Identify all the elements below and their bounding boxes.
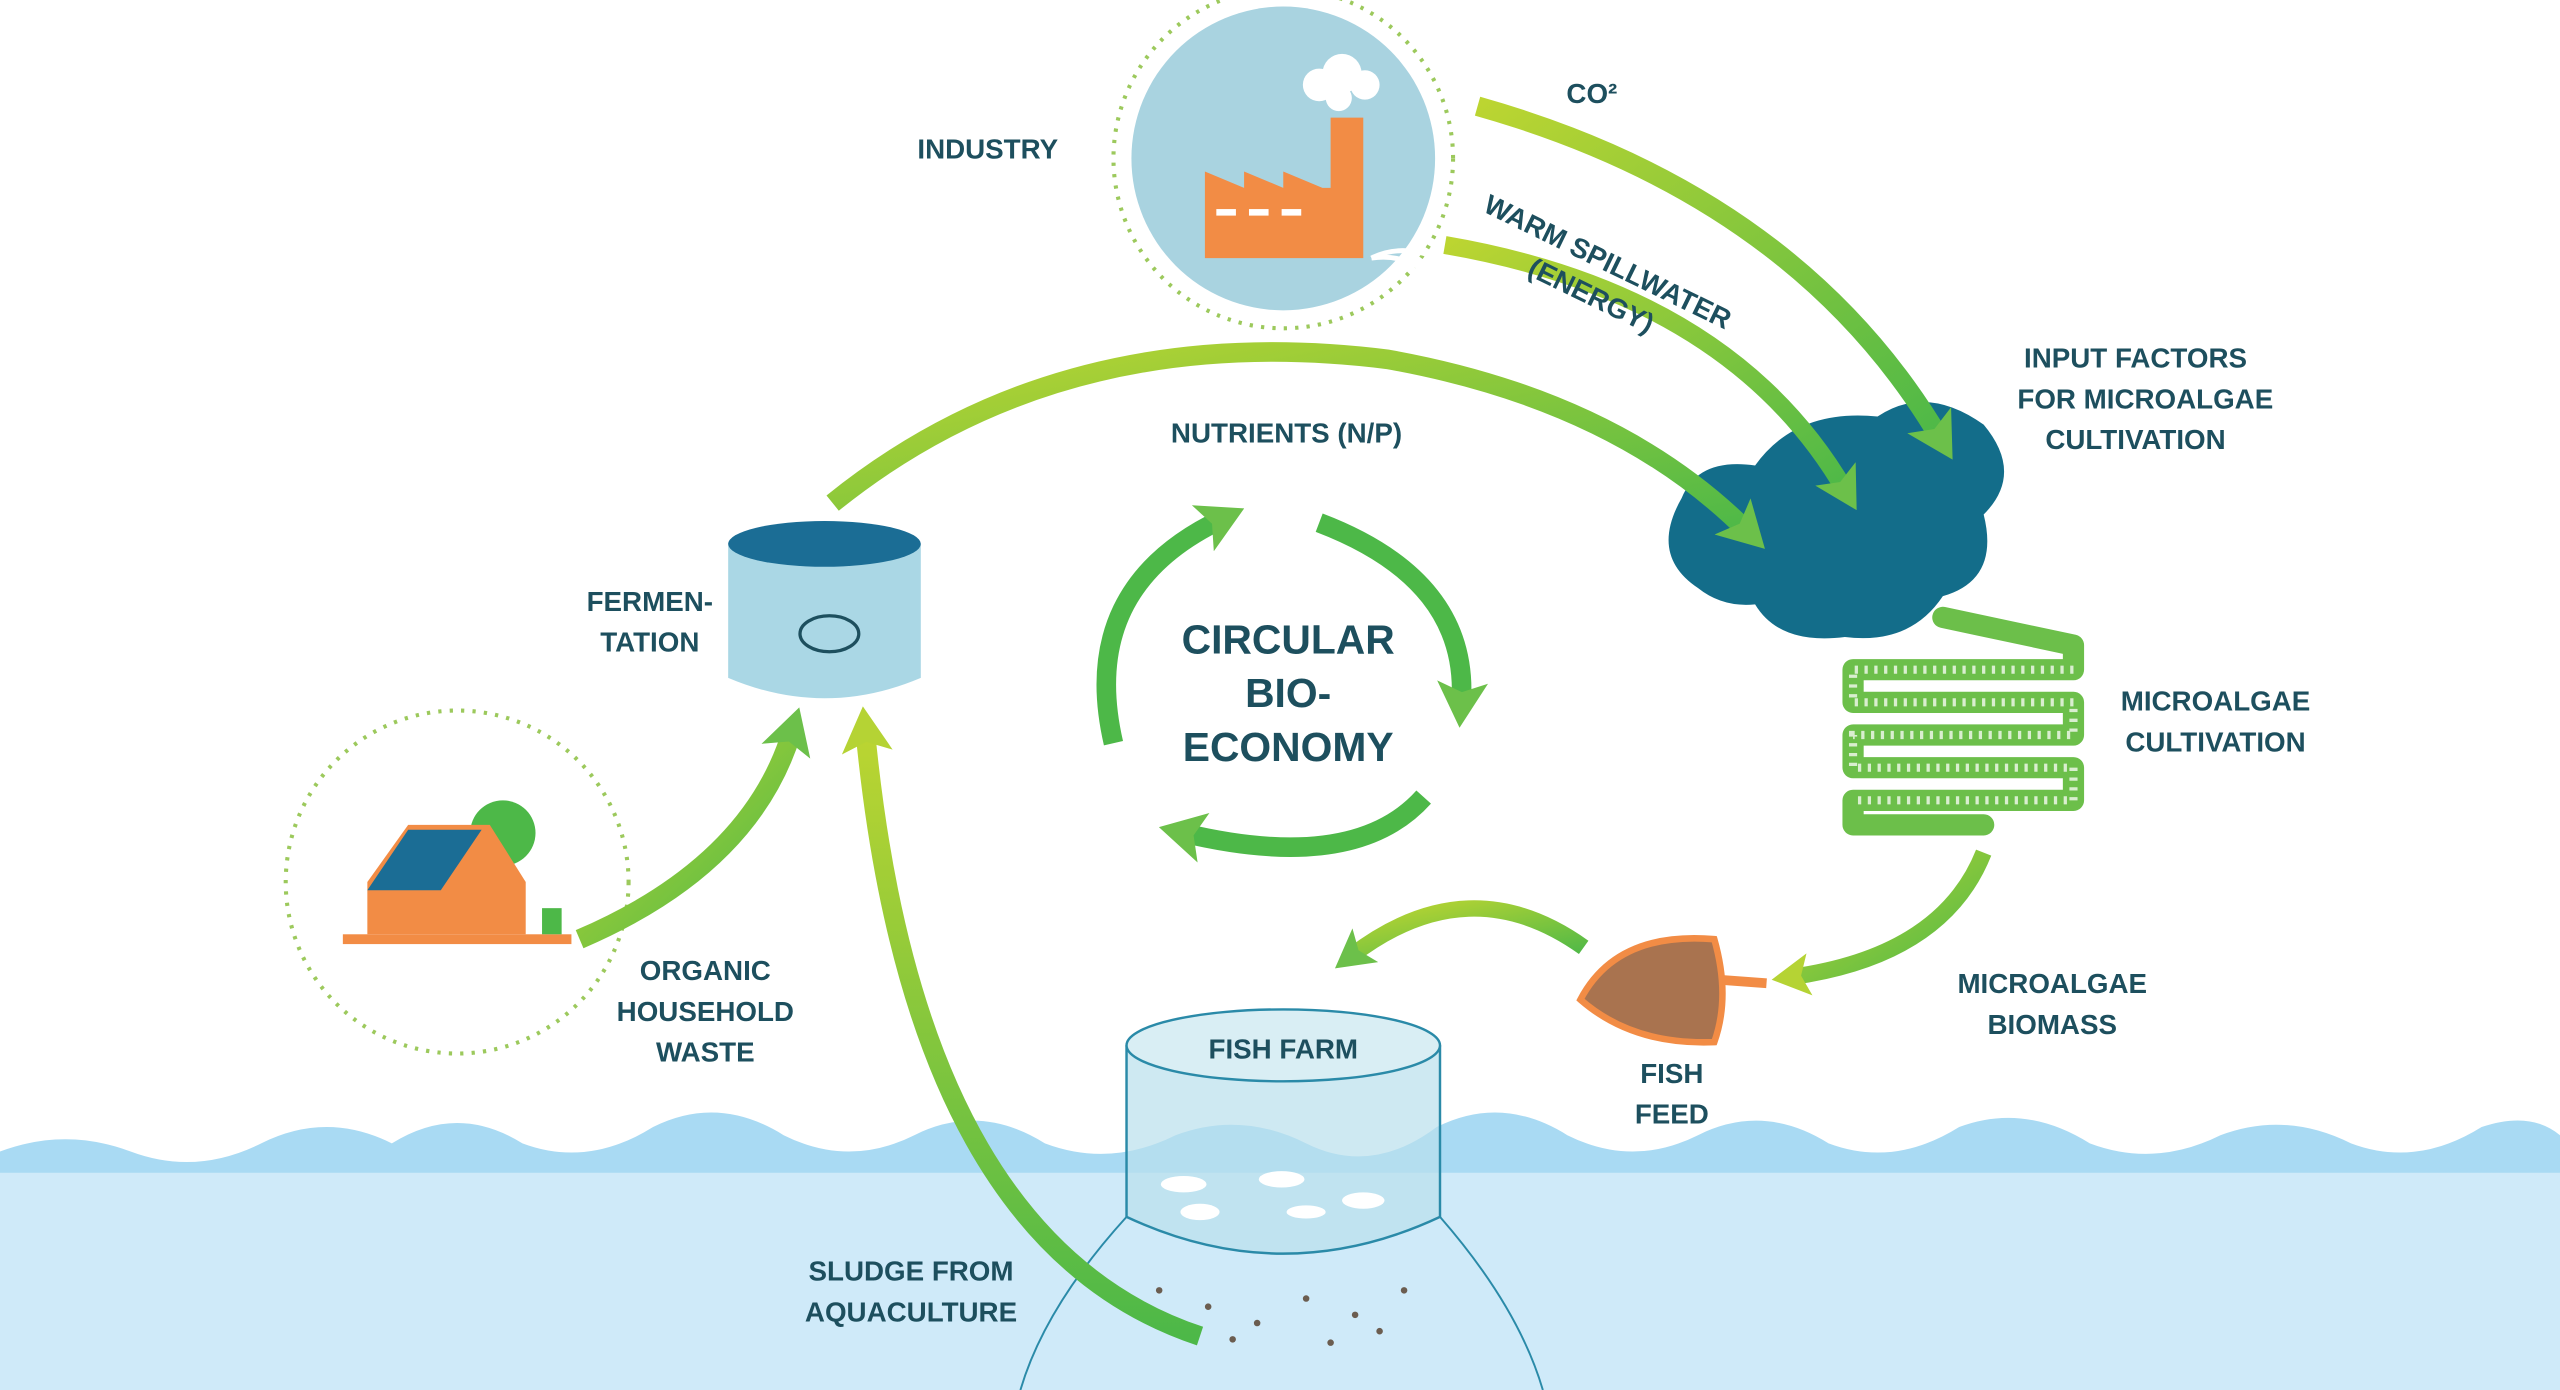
cycle-2 bbox=[1319, 523, 1461, 703]
feed-stem bbox=[1722, 980, 1766, 983]
center-label: CIRCULAR bbox=[1182, 616, 1395, 662]
label: MICROALGAE bbox=[1957, 968, 2147, 999]
fish-feed bbox=[1580, 938, 1722, 1042]
label: CULTIVATION bbox=[2045, 424, 2225, 455]
label: MICROALGAE bbox=[2121, 686, 2311, 717]
label: FEED bbox=[1635, 1099, 1709, 1130]
label: FOR MICROALGAE bbox=[2017, 383, 2273, 414]
label: HOUSEHOLD bbox=[617, 996, 794, 1027]
cycle-3 bbox=[1184, 797, 1424, 847]
label: FISH bbox=[1640, 1058, 1703, 1089]
cloud bbox=[1669, 402, 2005, 638]
center-label: BIO- bbox=[1245, 670, 1331, 716]
label: AQUACULTURE bbox=[805, 1296, 1017, 1327]
label: FISH FARM bbox=[1209, 1033, 1359, 1064]
bin bbox=[542, 908, 562, 934]
arrow-feed bbox=[1352, 908, 1584, 955]
label: CULTIVATION bbox=[2125, 726, 2305, 757]
center-label: ECONOMY bbox=[1183, 724, 1394, 770]
ground bbox=[343, 934, 572, 944]
diagram: INDUSTRY CO² WARM SPILLWATER (ENERGY) IN… bbox=[0, 0, 2560, 1390]
label: INDUSTRY bbox=[917, 133, 1058, 164]
industry-circle bbox=[1131, 7, 1435, 311]
label: SLUDGE FROM bbox=[809, 1256, 1014, 1287]
label: CO² bbox=[1566, 78, 1617, 109]
label: NUTRIENTS (N/P) bbox=[1171, 418, 1402, 449]
fermentation-tank bbox=[728, 544, 921, 698]
label: TATION bbox=[600, 627, 699, 658]
tube bbox=[1853, 617, 2073, 824]
label: BIOMASS bbox=[1988, 1009, 2117, 1040]
label: ORGANIC bbox=[640, 955, 771, 986]
page: {"labels": { "industry": ["INDUSTRY"], "… bbox=[0, 0, 2560, 1390]
label: INPUT FACTORS bbox=[2024, 343, 2247, 374]
fermentation-top bbox=[728, 521, 921, 567]
label: WASTE bbox=[656, 1037, 755, 1068]
arrow-biomass bbox=[1793, 853, 1984, 977]
arrow-household bbox=[580, 732, 792, 939]
label: FERMEN- bbox=[587, 586, 713, 617]
factory-windows bbox=[1216, 209, 1301, 216]
